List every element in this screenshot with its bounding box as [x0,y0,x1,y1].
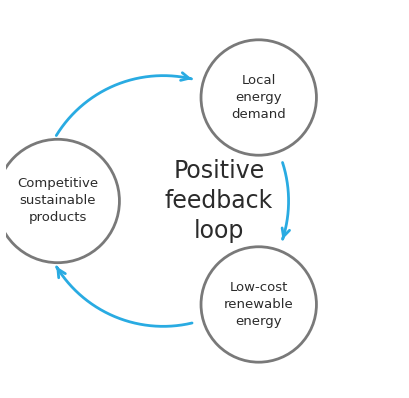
Text: Local
energy
demand: Local energy demand [231,74,285,121]
Circle shape [200,247,316,362]
Text: Positive
feedback
loop: Positive feedback loop [164,159,272,243]
Text: Competitive
sustainable
products: Competitive sustainable products [17,178,98,224]
Circle shape [0,139,119,263]
Text: Low-cost
renewable
energy: Low-cost renewable energy [223,281,293,328]
Circle shape [200,40,316,155]
